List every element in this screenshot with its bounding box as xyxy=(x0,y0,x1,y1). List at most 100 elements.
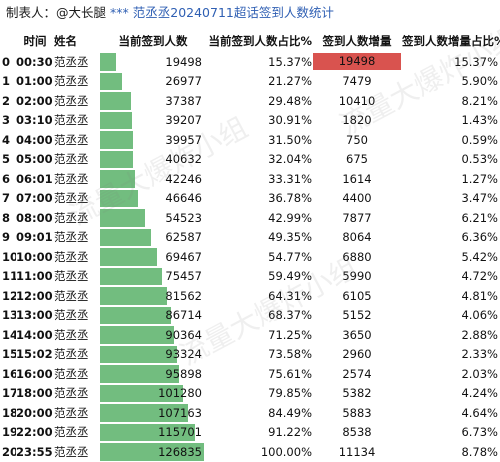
table-row: 18 20:00 范丞丞 107163 84.49% 5883 4.64% xyxy=(2,403,500,423)
row-increment-cell: 1820 xyxy=(312,111,402,131)
count-bar xyxy=(100,92,131,110)
count-bar xyxy=(100,267,162,285)
row-name: 范丞丞 xyxy=(54,74,89,89)
count-bar-track xyxy=(100,404,204,422)
row-count-pct: 84.49% xyxy=(268,405,312,420)
row-count-pct: 31.50% xyxy=(268,132,312,147)
row-time: 13:00 xyxy=(16,308,53,323)
report-title: 制表人：@大长腿 *** 范丞丞20240711超话签到人数统计 xyxy=(6,3,334,23)
count-bar xyxy=(100,345,177,363)
row-count-cell: 75457 xyxy=(98,267,208,287)
row-count-pct: 33.31% xyxy=(268,171,312,186)
row-increment-cell: 8538 xyxy=(312,423,402,443)
count-bar xyxy=(100,365,179,383)
count-bar xyxy=(100,111,133,129)
count-bar-track xyxy=(100,267,204,285)
row-count: 126835 xyxy=(158,444,202,459)
header-increment-pct: 签到人数增量占比% xyxy=(402,34,500,48)
checkin-table: 时间 姓名 当前签到人数 当前签到人数占比% 签到人数增量 签到人数增量占比% … xyxy=(2,30,500,462)
row-increment-cell: 4400 xyxy=(312,189,402,209)
row-name: 范丞丞 xyxy=(54,152,89,167)
count-bar-track xyxy=(100,443,204,461)
table-row: 15 15:02 范丞丞 93324 73.58% 2960 2.33% xyxy=(2,345,500,365)
table-body: 0 00:30 范丞丞 19498 15.37% 19498 15.37% 1 01:00 范丞丞… xyxy=(2,52,500,462)
table-header-row: 时间 姓名 当前签到人数 当前签到人数占比% 签到人数增量 签到人数增量占比% xyxy=(2,30,500,52)
row-name: 范丞丞 xyxy=(54,327,89,342)
row-time: 09:01 xyxy=(16,230,53,245)
row-increment-cell: 750 xyxy=(312,130,402,150)
count-bar-track xyxy=(100,365,204,383)
count-bar xyxy=(100,248,157,266)
row-increment-pct: 4.64% xyxy=(461,405,498,420)
row-index: 5 xyxy=(2,152,11,167)
row-increment: 11134 xyxy=(338,444,376,459)
row-count: 101280 xyxy=(158,386,202,401)
header-index xyxy=(2,30,16,52)
count-bar xyxy=(100,209,145,227)
row-increment: 2960 xyxy=(342,347,372,362)
row-increment-cell: 5990 xyxy=(312,267,402,287)
row-count-pct: 100.00% xyxy=(260,444,312,459)
row-increment: 19498 xyxy=(313,53,401,71)
row-count: 40632 xyxy=(165,152,202,167)
row-count-pct: 68.37% xyxy=(268,308,312,323)
row-name: 范丞丞 xyxy=(54,269,89,284)
row-increment-cell: 11134 xyxy=(312,442,402,462)
row-increment: 3650 xyxy=(342,327,372,342)
table-row: 9 09:01 范丞丞 62587 49.35% 8064 6.36% xyxy=(2,228,500,248)
count-bar xyxy=(100,170,135,188)
count-bar-track xyxy=(100,384,204,402)
row-time: 23:55 xyxy=(16,444,53,459)
row-count-pct: 32.04% xyxy=(268,152,312,167)
row-increment: 5883 xyxy=(342,405,372,420)
row-count-pct: 21.27% xyxy=(268,74,312,89)
row-increment-pct: 2.33% xyxy=(461,347,498,362)
row-count: 62587 xyxy=(165,230,202,245)
row-name: 范丞丞 xyxy=(54,191,89,206)
row-index: 1 xyxy=(2,74,11,89)
table-row: 14 14:00 范丞丞 90364 71.25% 3650 2.88% xyxy=(2,325,500,345)
row-count-cell: 42246 xyxy=(98,169,208,189)
count-bar xyxy=(100,228,152,246)
row-count-cell: 86714 xyxy=(98,306,208,326)
count-bar-track xyxy=(100,92,204,110)
row-increment: 1820 xyxy=(342,113,372,128)
row-count-cell: 46646 xyxy=(98,189,208,209)
row-count-cell: 69467 xyxy=(98,247,208,267)
row-time: 18:00 xyxy=(16,386,53,401)
row-count-pct: 79.85% xyxy=(268,386,312,401)
count-bar-track xyxy=(100,287,204,305)
row-name: 范丞丞 xyxy=(54,308,89,323)
count-bar xyxy=(100,287,167,305)
table-row: 2 02:00 范丞丞 37387 29.48% 10410 8.21% xyxy=(2,91,500,111)
row-count: 39957 xyxy=(165,132,202,147)
row-increment: 675 xyxy=(346,152,368,167)
count-bar xyxy=(100,326,175,344)
table-row: 13 13:00 范丞丞 86714 68.37% 5152 4.06% xyxy=(2,306,500,326)
count-bar xyxy=(100,72,123,90)
row-increment-cell: 5883 xyxy=(312,403,402,423)
row-count-pct: 30.91% xyxy=(268,113,312,128)
row-increment-pct: 15.37% xyxy=(454,54,498,69)
row-increment: 5990 xyxy=(342,269,372,284)
row-count-pct: 49.35% xyxy=(268,230,312,245)
row-time: 20:00 xyxy=(16,405,53,420)
row-increment-cell: 675 xyxy=(312,150,402,170)
row-count: 46646 xyxy=(165,191,202,206)
row-count: 42246 xyxy=(165,171,202,186)
row-index: 9 xyxy=(2,230,11,245)
count-bar xyxy=(100,189,139,207)
row-time: 15:02 xyxy=(16,347,53,362)
row-count-pct: 42.99% xyxy=(268,210,312,225)
row-increment: 8538 xyxy=(342,425,372,440)
table-row: 4 04:00 范丞丞 39957 31.50% 750 0.59% xyxy=(2,130,500,150)
row-index: 15 xyxy=(2,347,16,362)
count-bar-track xyxy=(100,111,204,129)
title-stars: *** xyxy=(110,5,129,20)
row-increment-pct: 4.06% xyxy=(461,308,498,323)
row-increment: 5152 xyxy=(342,308,372,323)
row-name: 范丞丞 xyxy=(54,210,89,225)
row-index: 19 xyxy=(2,425,16,440)
row-increment-pct: 8.21% xyxy=(461,93,498,108)
row-count: 95898 xyxy=(165,366,202,381)
